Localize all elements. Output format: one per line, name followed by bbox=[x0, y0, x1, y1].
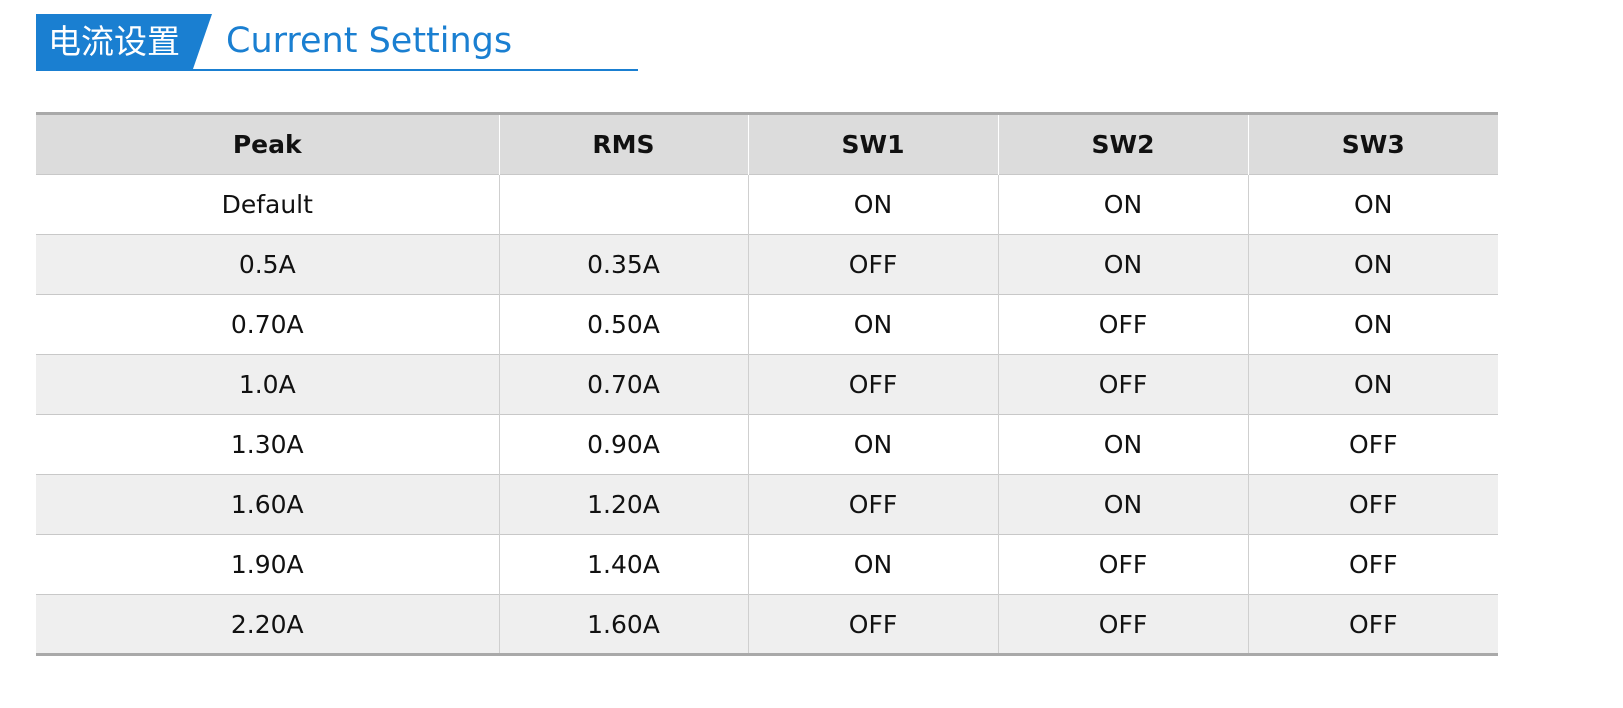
cell-peak: 1.60A bbox=[230, 490, 304, 519]
table-row: 0.5A 0.35A OFF ON ON bbox=[36, 234, 1498, 295]
table-header: Peak RMS SW1 SW2 SW3 bbox=[36, 113, 1498, 175]
cell-sw2: OFF bbox=[997, 354, 1248, 415]
cell-rms: 0.70A bbox=[498, 354, 748, 415]
cell-sw3: ON bbox=[1247, 354, 1498, 415]
header-underline bbox=[36, 69, 638, 71]
column-header-sw1: SW1 bbox=[747, 113, 998, 175]
current-settings-table: Peak RMS SW1 SW2 SW3 Default ON ON ON 0.… bbox=[36, 112, 1498, 656]
cell-sw2: OFF bbox=[997, 294, 1248, 355]
cell-rms: 0.35A bbox=[498, 234, 748, 295]
table-row: Default ON ON ON bbox=[36, 174, 1498, 235]
cell-sw3: OFF bbox=[1247, 534, 1498, 595]
cell-sw1: ON bbox=[747, 534, 998, 595]
cell-sw1: ON bbox=[747, 174, 998, 235]
table-row: 1.60A 1.20A OFF ON OFF bbox=[36, 474, 1498, 535]
cell-sw3: OFF bbox=[1247, 414, 1498, 475]
header-badge bbox=[36, 14, 212, 70]
column-header-sw3: SW3 bbox=[1247, 113, 1498, 175]
cell-sw2: OFF bbox=[997, 534, 1248, 595]
header-badge-text: 电流设置 bbox=[48, 22, 180, 61]
table-row: 1.90A 1.40A ON OFF OFF bbox=[36, 534, 1498, 595]
column-header-sw2: SW2 bbox=[997, 113, 1248, 175]
cell-rms: 1.60A bbox=[498, 594, 748, 655]
cell-sw1: OFF bbox=[747, 234, 998, 295]
cell-sw2: ON bbox=[997, 174, 1248, 235]
cell-rms: 1.40A bbox=[498, 534, 748, 595]
cell-sw3: ON bbox=[1247, 294, 1498, 355]
cell-peak: 1.30A bbox=[230, 430, 304, 459]
cell-sw3: ON bbox=[1247, 174, 1498, 235]
cell-sw1: ON bbox=[747, 294, 998, 355]
column-header-peak: Peak bbox=[232, 130, 302, 159]
cell-sw1: ON bbox=[747, 414, 998, 475]
cell-rms: 0.90A bbox=[498, 414, 748, 475]
page-title: Current Settings bbox=[226, 21, 513, 61]
cell-sw1: OFF bbox=[747, 354, 998, 415]
cell-sw2: ON bbox=[997, 474, 1248, 535]
cell-peak: Default bbox=[221, 190, 313, 219]
cell-peak: 0.5A bbox=[238, 250, 296, 279]
cell-rms: 0.50A bbox=[498, 294, 748, 355]
cell-sw2: OFF bbox=[997, 594, 1248, 655]
table-body: Default ON ON ON 0.5A 0.35A OFF ON ON 0.… bbox=[36, 174, 1498, 655]
cell-peak: 2.20A bbox=[230, 609, 304, 639]
cell-sw3: OFF bbox=[1247, 594, 1498, 655]
cell-peak: 0.70A bbox=[230, 310, 304, 339]
cell-peak: 1.0A bbox=[238, 370, 296, 399]
cell-rms bbox=[498, 174, 748, 235]
table-header-row: Peak RMS SW1 SW2 SW3 bbox=[36, 113, 1498, 175]
section-header: 电流设置 Current Settings bbox=[36, 14, 638, 72]
cell-peak: 1.90A bbox=[230, 550, 304, 579]
cell-sw3: OFF bbox=[1247, 474, 1498, 535]
cell-sw3: ON bbox=[1247, 234, 1498, 295]
table-row: 0.70A 0.50A ON OFF ON bbox=[36, 294, 1498, 355]
cell-sw2: ON bbox=[997, 234, 1248, 295]
cell-sw1: OFF bbox=[747, 594, 998, 655]
table-row: 1.0A 0.70A OFF OFF ON bbox=[36, 354, 1498, 415]
table-row: 2.20A 1.60A OFF OFF OFF bbox=[36, 594, 1498, 655]
cell-sw1: OFF bbox=[747, 474, 998, 535]
cell-rms: 1.20A bbox=[498, 474, 748, 535]
column-header-rms: RMS bbox=[498, 113, 748, 175]
table-row: 1.30A 0.90A ON ON OFF bbox=[36, 414, 1498, 475]
cell-sw2: ON bbox=[997, 414, 1248, 475]
